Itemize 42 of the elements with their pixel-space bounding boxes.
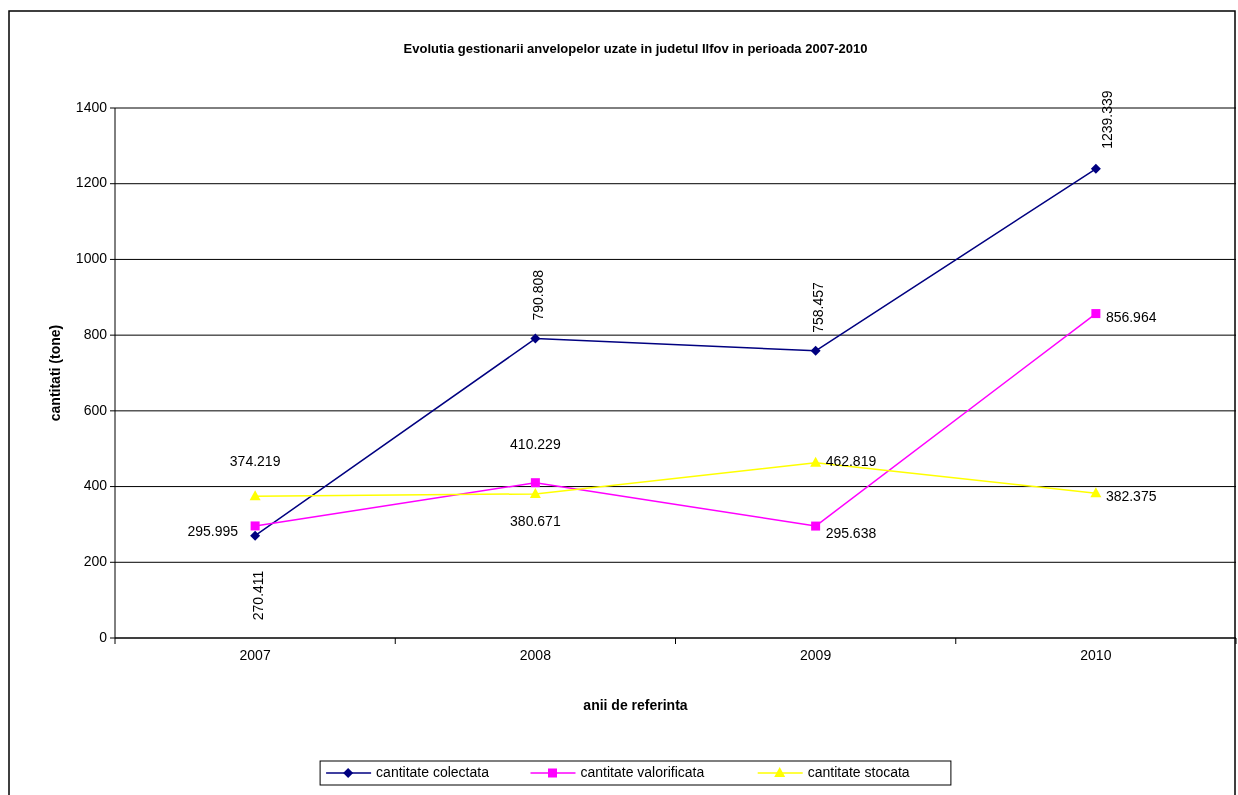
y-tick-label: 1400 [75, 98, 108, 115]
data-label: 856.964 [1105, 309, 1157, 326]
point [1090, 163, 1101, 174]
y-tick-label: 1200 [75, 174, 108, 191]
legend-label: cantitate stocata [807, 763, 910, 780]
point [1090, 487, 1102, 498]
legend-label: cantitate colectata [376, 763, 490, 780]
x-tick-label: 2010 [1080, 647, 1112, 663]
x-tick-label: 2009 [800, 647, 832, 663]
data-label: 1239.339 [1098, 90, 1115, 149]
y-tick-label: 600 [83, 401, 108, 418]
data-label: 410.229 [510, 436, 561, 453]
y-tick-label: 200 [83, 552, 108, 569]
point [810, 456, 822, 467]
point [249, 490, 261, 501]
x-tick-label: 2007 [239, 647, 271, 663]
point [530, 478, 540, 488]
data-label: 462.819 [825, 453, 877, 470]
point [810, 345, 821, 356]
y-tick-label: 0 [99, 628, 108, 645]
y-tick-label: 800 [83, 325, 108, 342]
point [1091, 309, 1101, 319]
point [250, 530, 261, 541]
data-label: 270.411 [249, 570, 266, 621]
point [811, 521, 821, 531]
data-label: 295.995 [187, 522, 239, 539]
y-axis-title: cantitati (tone) [47, 324, 63, 422]
point [529, 487, 541, 498]
data-label: 790.808 [530, 269, 547, 321]
legend-label: cantitate valorificata [580, 763, 705, 780]
chart-title: Evolutia gestionarii anvelopelor uzate in judetul Ilfov in perioada 2007-2010 [403, 41, 868, 56]
data-label: 382.375 [1105, 487, 1157, 504]
data-label: 758.457 [810, 282, 827, 333]
data-label: 374.219 [229, 453, 281, 470]
point [530, 333, 541, 344]
y-tick-label: 400 [83, 477, 108, 494]
x-tick-label: 2008 [519, 647, 552, 663]
x-axis-title: anii de referinta [583, 697, 688, 713]
y-tick-label: 1000 [75, 250, 108, 267]
data-label: 295.638 [825, 524, 877, 541]
point [250, 521, 260, 531]
data-label: 380.671 [510, 512, 561, 529]
